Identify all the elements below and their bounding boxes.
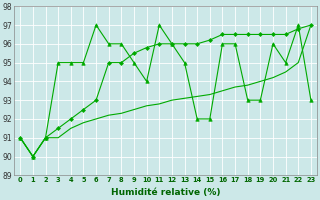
X-axis label: Humidité relative (%): Humidité relative (%) <box>111 188 220 197</box>
